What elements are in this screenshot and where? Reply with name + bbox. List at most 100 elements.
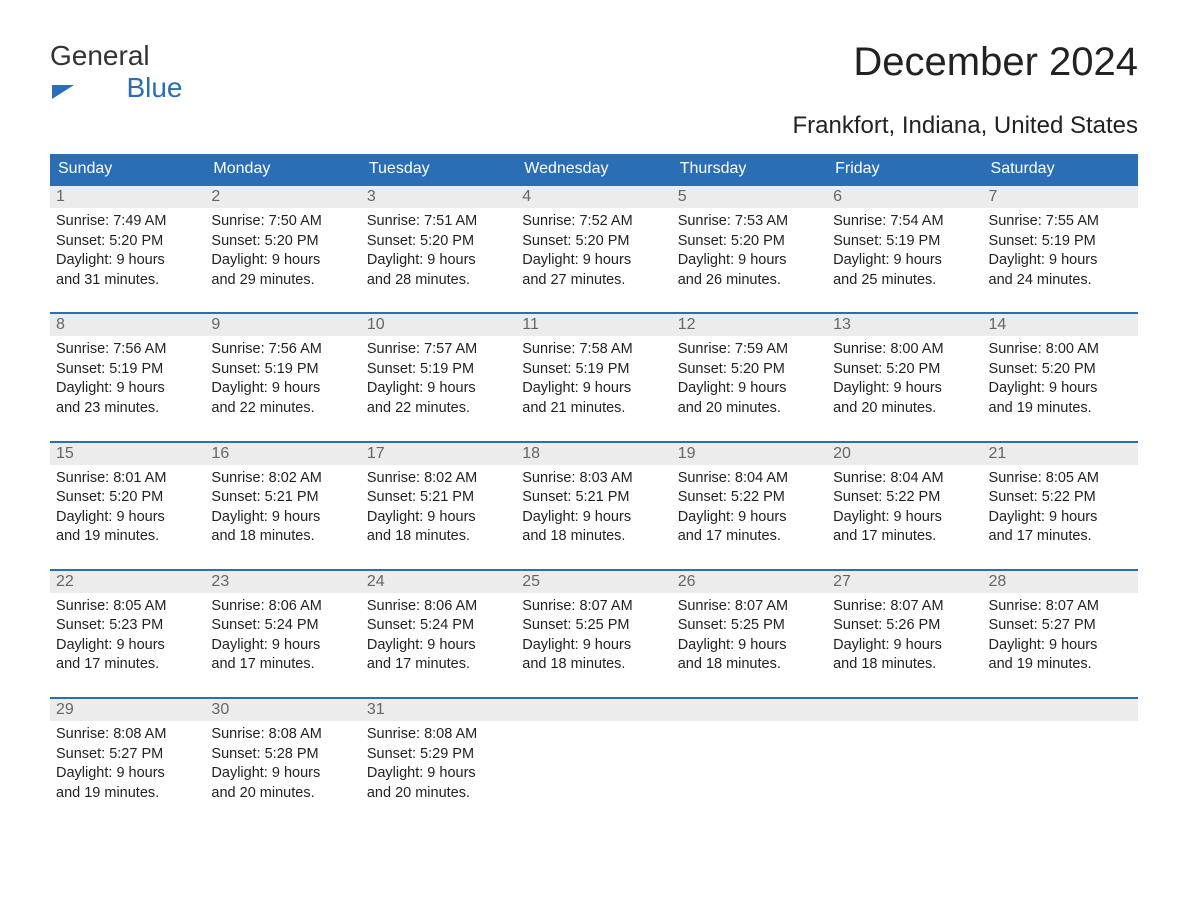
calendar-day-cell: 10Sunrise: 7:57 AMSunset: 5:19 PMDayligh… xyxy=(361,313,516,441)
day-number xyxy=(827,699,982,721)
day-sunset: Sunset: 5:21 PM xyxy=(211,488,354,508)
day-body xyxy=(516,721,671,801)
day-sunrise: Sunrise: 8:03 AM xyxy=(522,469,665,489)
day-dl2: and 21 minutes. xyxy=(522,399,665,419)
day-number: 21 xyxy=(983,443,1138,465)
day-number: 9 xyxy=(205,314,360,336)
calendar-day-cell: 31Sunrise: 8:08 AMSunset: 5:29 PMDayligh… xyxy=(361,698,516,825)
calendar-day-cell: 8Sunrise: 7:56 AMSunset: 5:19 PMDaylight… xyxy=(50,313,205,441)
day-dl1: Daylight: 9 hours xyxy=(367,251,510,271)
day-number: 7 xyxy=(983,186,1138,208)
day-number: 12 xyxy=(672,314,827,336)
day-dl2: and 17 minutes. xyxy=(833,527,976,547)
day-number xyxy=(983,699,1138,721)
calendar-day-cell: 15Sunrise: 8:01 AMSunset: 5:20 PMDayligh… xyxy=(50,442,205,570)
day-number: 14 xyxy=(983,314,1138,336)
day-sunset: Sunset: 5:19 PM xyxy=(367,360,510,380)
day-dl2: and 19 minutes. xyxy=(989,655,1132,675)
day-sunset: Sunset: 5:19 PM xyxy=(833,232,976,252)
day-sunset: Sunset: 5:27 PM xyxy=(989,616,1132,636)
calendar-day-cell xyxy=(672,698,827,825)
day-sunset: Sunset: 5:20 PM xyxy=(833,360,976,380)
day-dl2: and 24 minutes. xyxy=(989,271,1132,291)
day-number: 20 xyxy=(827,443,982,465)
day-body: Sunrise: 7:57 AMSunset: 5:19 PMDaylight:… xyxy=(361,336,516,440)
day-body: Sunrise: 7:51 AMSunset: 5:20 PMDaylight:… xyxy=(361,208,516,312)
day-dl1: Daylight: 9 hours xyxy=(522,379,665,399)
day-sunset: Sunset: 5:24 PM xyxy=(367,616,510,636)
day-number: 11 xyxy=(516,314,671,336)
day-sunset: Sunset: 5:26 PM xyxy=(833,616,976,636)
calendar-week-row: 8Sunrise: 7:56 AMSunset: 5:19 PMDaylight… xyxy=(50,313,1138,441)
day-sunset: Sunset: 5:20 PM xyxy=(211,232,354,252)
day-body: Sunrise: 7:56 AMSunset: 5:19 PMDaylight:… xyxy=(50,336,205,440)
logo-text-1: General xyxy=(50,40,183,72)
day-number: 2 xyxy=(205,186,360,208)
day-body: Sunrise: 7:59 AMSunset: 5:20 PMDaylight:… xyxy=(672,336,827,440)
day-dl2: and 31 minutes. xyxy=(56,271,199,291)
day-dl2: and 18 minutes. xyxy=(833,655,976,675)
day-body: Sunrise: 8:08 AMSunset: 5:28 PMDaylight:… xyxy=(205,721,360,825)
day-dl2: and 27 minutes. xyxy=(522,271,665,291)
day-number: 4 xyxy=(516,186,671,208)
calendar-day-cell: 7Sunrise: 7:55 AMSunset: 5:19 PMDaylight… xyxy=(983,185,1138,313)
calendar-day-cell: 12Sunrise: 7:59 AMSunset: 5:20 PMDayligh… xyxy=(672,313,827,441)
day-dl1: Daylight: 9 hours xyxy=(678,251,821,271)
day-sunrise: Sunrise: 7:50 AM xyxy=(211,212,354,232)
day-number: 8 xyxy=(50,314,205,336)
day-body: Sunrise: 7:49 AMSunset: 5:20 PMDaylight:… xyxy=(50,208,205,312)
day-dl1: Daylight: 9 hours xyxy=(56,379,199,399)
day-dl1: Daylight: 9 hours xyxy=(989,508,1132,528)
day-dl2: and 23 minutes. xyxy=(56,399,199,419)
logo-flag-icon xyxy=(52,85,74,99)
day-dl1: Daylight: 9 hours xyxy=(211,508,354,528)
day-dl2: and 17 minutes. xyxy=(989,527,1132,547)
day-number: 16 xyxy=(205,443,360,465)
location-subtitle: Frankfort, Indiana, United States xyxy=(50,112,1138,140)
day-dl2: and 17 minutes. xyxy=(367,655,510,675)
weekday-header: Monday xyxy=(205,154,360,185)
day-body: Sunrise: 8:07 AMSunset: 5:26 PMDaylight:… xyxy=(827,593,982,697)
weekday-header: Tuesday xyxy=(361,154,516,185)
calendar-day-cell xyxy=(827,698,982,825)
weekday-header: Sunday xyxy=(50,154,205,185)
day-dl1: Daylight: 9 hours xyxy=(522,251,665,271)
weekday-header: Wednesday xyxy=(516,154,671,185)
calendar-day-cell: 24Sunrise: 8:06 AMSunset: 5:24 PMDayligh… xyxy=(361,570,516,698)
calendar-day-cell: 18Sunrise: 8:03 AMSunset: 5:21 PMDayligh… xyxy=(516,442,671,570)
weekday-header: Saturday xyxy=(983,154,1138,185)
day-dl1: Daylight: 9 hours xyxy=(678,508,821,528)
day-body: Sunrise: 8:05 AMSunset: 5:22 PMDaylight:… xyxy=(983,465,1138,569)
day-dl2: and 28 minutes. xyxy=(367,271,510,291)
day-sunrise: Sunrise: 7:56 AM xyxy=(211,340,354,360)
logo-text-2: Blue xyxy=(126,72,182,103)
calendar-week-row: 22Sunrise: 8:05 AMSunset: 5:23 PMDayligh… xyxy=(50,570,1138,698)
day-dl2: and 17 minutes. xyxy=(678,527,821,547)
calendar-day-cell: 6Sunrise: 7:54 AMSunset: 5:19 PMDaylight… xyxy=(827,185,982,313)
day-sunset: Sunset: 5:20 PM xyxy=(678,232,821,252)
calendar-day-cell xyxy=(983,698,1138,825)
day-body: Sunrise: 8:04 AMSunset: 5:22 PMDaylight:… xyxy=(672,465,827,569)
calendar-day-cell: 23Sunrise: 8:06 AMSunset: 5:24 PMDayligh… xyxy=(205,570,360,698)
calendar-day-cell: 17Sunrise: 8:02 AMSunset: 5:21 PMDayligh… xyxy=(361,442,516,570)
day-sunrise: Sunrise: 8:05 AM xyxy=(56,597,199,617)
day-body: Sunrise: 8:00 AMSunset: 5:20 PMDaylight:… xyxy=(827,336,982,440)
day-sunrise: Sunrise: 7:53 AM xyxy=(678,212,821,232)
calendar-week-row: 1Sunrise: 7:49 AMSunset: 5:20 PMDaylight… xyxy=(50,185,1138,313)
day-sunset: Sunset: 5:29 PM xyxy=(367,745,510,765)
day-number: 28 xyxy=(983,571,1138,593)
day-dl1: Daylight: 9 hours xyxy=(989,251,1132,271)
day-dl1: Daylight: 9 hours xyxy=(833,251,976,271)
day-sunrise: Sunrise: 8:00 AM xyxy=(833,340,976,360)
day-body: Sunrise: 8:07 AMSunset: 5:25 PMDaylight:… xyxy=(516,593,671,697)
day-dl1: Daylight: 9 hours xyxy=(989,636,1132,656)
calendar-day-cell: 2Sunrise: 7:50 AMSunset: 5:20 PMDaylight… xyxy=(205,185,360,313)
day-dl2: and 18 minutes. xyxy=(678,655,821,675)
calendar-table: SundayMondayTuesdayWednesdayThursdayFrid… xyxy=(50,154,1138,825)
day-body: Sunrise: 7:52 AMSunset: 5:20 PMDaylight:… xyxy=(516,208,671,312)
day-sunrise: Sunrise: 8:04 AM xyxy=(833,469,976,489)
day-dl2: and 22 minutes. xyxy=(367,399,510,419)
day-sunset: Sunset: 5:20 PM xyxy=(522,232,665,252)
day-dl1: Daylight: 9 hours xyxy=(56,251,199,271)
day-sunset: Sunset: 5:24 PM xyxy=(211,616,354,636)
